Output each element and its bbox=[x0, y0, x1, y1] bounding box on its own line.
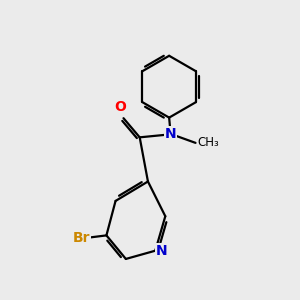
Text: N: N bbox=[155, 244, 167, 258]
Text: O: O bbox=[114, 100, 126, 114]
Text: N: N bbox=[165, 127, 176, 141]
Text: Br: Br bbox=[73, 231, 90, 245]
Text: CH₃: CH₃ bbox=[197, 136, 219, 149]
